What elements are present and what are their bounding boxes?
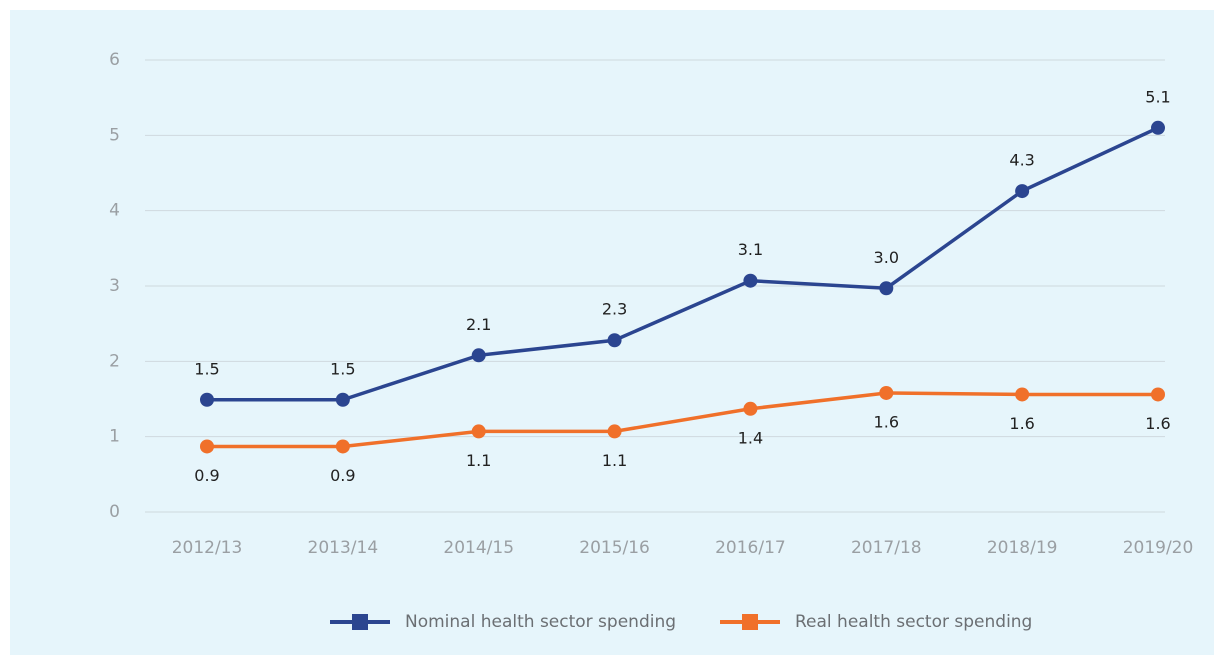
data-label: 3.1 (738, 240, 763, 259)
x-tick-label: 2017/18 (851, 538, 922, 558)
series-line (207, 126, 1159, 402)
data-label: 1.5 (330, 359, 355, 378)
y-tick-label: 5 (109, 125, 120, 145)
y-tick-label: 2 (109, 351, 120, 371)
data-point (607, 333, 622, 348)
data-label: 1.5 (194, 359, 219, 378)
data-point (743, 401, 758, 416)
y-tick-label: 3 (109, 276, 120, 296)
data-label: 1.6 (1009, 414, 1034, 433)
legend-label: Nominal health sector spending (405, 612, 676, 632)
data-point (471, 424, 486, 439)
x-tick-label: 2012/13 (172, 538, 243, 558)
data-label: 2.1 (466, 315, 491, 334)
legend-label: Real health sector spending (795, 612, 1032, 632)
data-label: 4.3 (1009, 151, 1034, 170)
legend-marker (742, 614, 758, 630)
data-label: 3.0 (874, 248, 899, 267)
data-label: 5.1 (1145, 87, 1170, 106)
data-point (471, 348, 486, 363)
data-label: 0.9 (194, 466, 219, 485)
data-point (879, 281, 894, 296)
data-point (1151, 120, 1165, 135)
data-point (335, 392, 350, 407)
data-label: 0.9 (330, 466, 355, 485)
data-point (879, 385, 894, 400)
data-label: 1.1 (602, 451, 627, 470)
data-point (607, 424, 622, 439)
y-tick-label: 6 (109, 50, 120, 70)
data-point (1151, 387, 1165, 402)
data-point (335, 439, 350, 454)
data-label: 1.1 (466, 451, 491, 470)
data-point (200, 392, 214, 407)
x-tick-label: 2019/20 (1123, 538, 1194, 558)
data-point (1015, 184, 1030, 199)
chart-background (10, 10, 1214, 655)
x-tick-label: 2018/19 (987, 538, 1058, 558)
y-tick-label: 0 (109, 502, 120, 522)
y-tick-label: 1 (109, 427, 120, 447)
data-label: 1.6 (874, 412, 899, 431)
data-label: 2.3 (602, 300, 627, 319)
x-tick-label: 2016/17 (715, 538, 786, 558)
x-tick-label: 2015/16 (579, 538, 650, 558)
y-tick-label: 4 (109, 201, 120, 221)
series-line (207, 391, 1158, 449)
data-point (743, 273, 758, 288)
x-tick-label: 2014/15 (443, 538, 514, 558)
x-tick-label: 2013/14 (308, 538, 379, 558)
data-label: 1.4 (738, 428, 763, 447)
data-label: 1.6 (1145, 414, 1170, 433)
data-point (1015, 387, 1030, 402)
data-point (200, 439, 214, 454)
legend-marker (352, 614, 368, 630)
